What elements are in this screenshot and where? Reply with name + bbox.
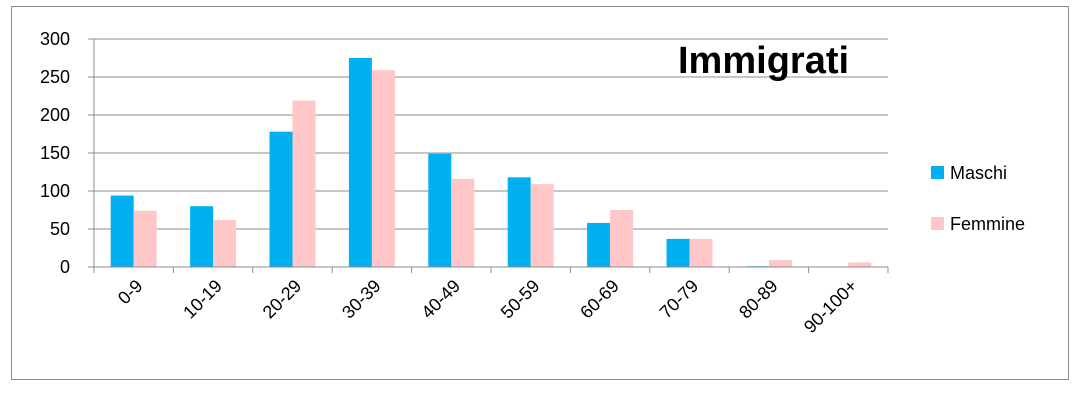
y-tick-label: 200 (40, 105, 70, 125)
x-tick-label: 20-29 (259, 276, 306, 323)
bar-maschi-0-9 (110, 195, 134, 267)
bar-femmine-10-19 (213, 219, 237, 267)
bar-femmine-20-29 (292, 100, 316, 267)
x-tick-label: 50-59 (497, 276, 544, 323)
y-tick-label: 50 (50, 219, 70, 239)
legend-swatch-maschi (931, 166, 944, 179)
chart-title: Immigrati (678, 40, 849, 82)
bar-maschi-70-79 (666, 238, 690, 267)
bar-maschi-50-59 (507, 177, 531, 267)
x-tick-labels: 0-9 10-19 20-29 30-39 40-49 50-59 60-69 70-79 80… (114, 276, 861, 337)
x-tick-label: 80-89 (735, 276, 782, 323)
bar-femmine-30-39 (371, 70, 395, 267)
bar-femmine-80-89 (768, 260, 792, 267)
bar-femmine-60-69 (610, 210, 634, 267)
x-tick-label: 70-79 (656, 276, 703, 323)
bars (110, 58, 872, 267)
y-tick-label: 150 (40, 143, 70, 163)
bar-femmine-90-100+ (848, 262, 872, 267)
bar-femmine-70-79 (689, 238, 713, 267)
legend-swatch-femmine (931, 217, 944, 230)
y-tick-labels: 0 50 100 150 200 250 300 (40, 29, 70, 277)
bar-femmine-50-59 (530, 184, 554, 267)
axes (93, 39, 889, 273)
bar-femmine-40-49 (451, 178, 475, 267)
legend: Maschi Femmine (931, 163, 1025, 234)
legend-label-maschi: Maschi (950, 163, 1007, 183)
y-tick-label: 100 (40, 181, 70, 201)
bar-maschi-20-29 (269, 131, 293, 267)
x-tick-label: 10-19 (179, 276, 226, 323)
x-tick-label: 30-39 (338, 276, 385, 323)
x-tick-label: 90-100+ (800, 276, 861, 337)
y-tick-label: 0 (60, 257, 70, 277)
x-tick-label: 40-49 (417, 276, 464, 323)
bar-maschi-60-69 (587, 222, 611, 267)
bar-femmine-0-9 (133, 210, 157, 267)
x-tick-label: 0-9 (114, 276, 147, 309)
y-tick-label: 250 (40, 67, 70, 87)
y-tick-label: 300 (40, 29, 70, 49)
bar-maschi-30-39 (348, 58, 372, 267)
legend-label-femmine: Femmine (950, 214, 1025, 234)
bar-maschi-10-19 (190, 206, 214, 267)
bar-maschi-40-49 (428, 153, 452, 267)
x-tick-label: 60-69 (576, 276, 623, 323)
